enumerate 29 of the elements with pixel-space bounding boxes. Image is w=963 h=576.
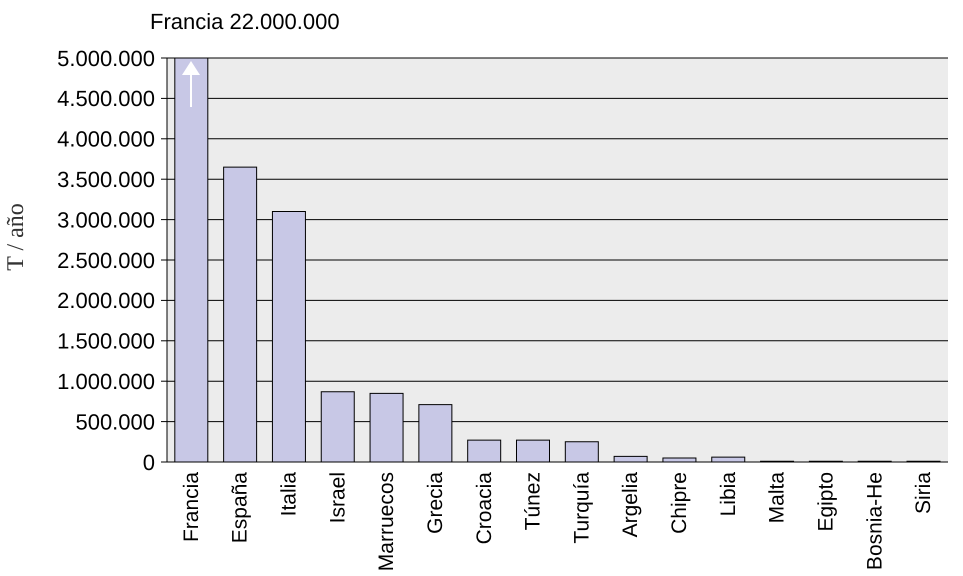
- y-tick-label: 1.000.000: [57, 369, 155, 394]
- x-tick-label: Israel: [326, 472, 350, 524]
- x-tick-label: Croacia: [472, 472, 496, 544]
- x-tick-label: Francia: [180, 472, 203, 542]
- y-tick-label: 4.500.000: [57, 86, 155, 112]
- x-tick-label: Malta: [766, 472, 789, 524]
- y-tick-label: 3.500.000: [57, 167, 155, 192]
- x-tick-label: Argelia: [619, 472, 642, 538]
- x-tick-label: Marruecos: [375, 472, 398, 572]
- y-tick-label: 3.000.000: [57, 207, 155, 232]
- y-tick-label: 500.000: [75, 409, 155, 434]
- text: Francia 22.000.000: [150, 9, 340, 35]
- y-tick-label: 0: [142, 450, 155, 475]
- x-tick-label: Siria: [912, 472, 936, 514]
- y-tick-label: 4.000.000: [57, 126, 155, 152]
- y-axis-title: T / año: [3, 203, 29, 271]
- x-tick-label: Libia: [716, 472, 740, 516]
- x-tick-label: Túnez: [522, 472, 545, 530]
- y-tick-label: 2.500.000: [57, 248, 155, 273]
- x-tick-label: Grecia: [424, 472, 447, 534]
- x-tick-label: España: [228, 472, 252, 544]
- x-tick-label: Turquía: [570, 472, 594, 544]
- x-tick-label: Chipre: [668, 472, 692, 534]
- x-tick-label: Egipto: [814, 472, 838, 532]
- x-tick-label: Italia: [278, 472, 301, 516]
- y-tick-label: 2.000.000: [57, 288, 155, 314]
- x-tick-label: Bosnia-He: [863, 472, 886, 570]
- y-tick-label: 5.000.000: [57, 46, 155, 71]
- y-tick-label: 1.500.000: [57, 328, 155, 354]
